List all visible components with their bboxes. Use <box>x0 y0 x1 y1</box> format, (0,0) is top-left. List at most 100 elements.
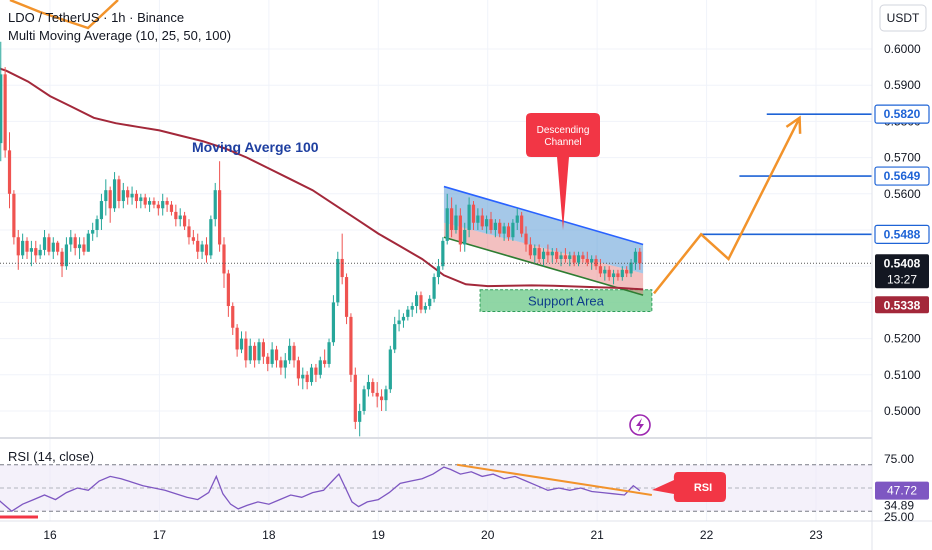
candle-body <box>248 345 252 361</box>
candle-body <box>86 233 90 252</box>
candle-body <box>633 251 638 263</box>
candle-body <box>344 277 349 317</box>
candle-up <box>121 182 125 209</box>
time-tick-label: 21 <box>590 528 604 542</box>
candle-up <box>130 186 134 205</box>
candle-up <box>161 193 165 216</box>
candle-body <box>506 226 511 238</box>
candle-body <box>524 233 528 245</box>
candle-body <box>244 338 248 361</box>
candle-body <box>178 215 182 220</box>
last-price-tag: 0.5408 13:27 <box>875 254 929 289</box>
candle-down <box>292 342 296 368</box>
candle-up <box>213 182 217 227</box>
candle-down <box>143 193 147 209</box>
candle-down <box>506 222 511 241</box>
candle-body <box>388 349 392 390</box>
candle-body <box>99 201 104 220</box>
candle-body <box>47 237 51 252</box>
candle-body <box>156 204 160 209</box>
candle-down <box>165 197 169 212</box>
rsi-current-label: 47.72 <box>887 484 917 498</box>
price-tick-label: 0.5900 <box>884 78 921 92</box>
candle-body <box>200 244 204 252</box>
candle-up <box>476 208 480 230</box>
candle-up <box>270 342 274 368</box>
candle-body <box>581 255 585 259</box>
main-grid <box>0 0 872 437</box>
candle-body <box>239 338 244 350</box>
price-tick-label: 0.5000 <box>884 404 921 418</box>
candle-up <box>283 353 287 379</box>
candle-body <box>21 240 25 256</box>
candle-body <box>489 219 493 230</box>
candle-body <box>174 211 178 220</box>
candle-down <box>305 371 309 390</box>
candle-down <box>616 269 620 281</box>
candle-up <box>590 255 594 270</box>
candle-up <box>112 172 117 212</box>
candle-body <box>152 201 156 205</box>
lightning-icon[interactable] <box>629 414 651 436</box>
candle-up <box>423 302 427 314</box>
candle-body <box>445 208 449 241</box>
candle-up <box>21 233 25 259</box>
candle-body <box>349 316 353 375</box>
candle-down <box>25 237 29 259</box>
candle-down <box>231 302 235 335</box>
candle-body <box>410 306 414 310</box>
candle-up <box>77 237 82 259</box>
candle-body <box>511 222 515 238</box>
candle-up <box>327 338 331 368</box>
candle-down <box>182 211 187 230</box>
candle-down <box>572 251 576 267</box>
candle-body <box>493 222 497 230</box>
candle-body <box>218 190 222 245</box>
candle-body <box>406 309 410 317</box>
time-axis[interactable]: 16 17 18 19 20 21 22 23 <box>43 528 823 542</box>
candle-body <box>139 197 143 202</box>
candle-body <box>414 295 419 307</box>
level-tag-bg <box>874 104 930 124</box>
candle-body <box>358 411 362 422</box>
candle-up <box>309 363 314 386</box>
candle-body <box>257 342 261 361</box>
candle-up <box>362 385 366 415</box>
candle-down <box>371 378 375 397</box>
candle-down <box>126 186 130 205</box>
candle-body <box>379 396 384 401</box>
candle-body <box>143 197 147 205</box>
currency-button[interactable]: USDT <box>879 4 927 32</box>
rsi-divergence-line <box>456 463 653 496</box>
candle-body <box>274 349 279 361</box>
candle-down <box>226 269 230 317</box>
candle-body <box>108 190 112 209</box>
candle-body <box>134 193 139 202</box>
candle-down <box>296 356 301 386</box>
candle-down <box>152 197 156 209</box>
candle-up <box>239 331 244 354</box>
rsi-tick-label: 34.89 <box>884 499 914 513</box>
candle-down <box>156 201 160 216</box>
candle-body <box>12 193 16 238</box>
candle-down <box>196 233 200 259</box>
time-tick-label: 18 <box>262 528 276 542</box>
level-tag-label: 0.5488 <box>884 227 921 241</box>
candle-down <box>607 266 611 281</box>
candle-up <box>358 403 362 437</box>
candle-body <box>283 360 287 368</box>
candle-down <box>261 338 265 364</box>
candle-up <box>42 230 47 256</box>
candle-up <box>200 240 204 259</box>
candle-up <box>178 208 182 227</box>
candle-body <box>222 244 226 274</box>
support-area-layer <box>479 289 653 312</box>
candle-down <box>56 240 60 256</box>
candle-down <box>274 345 279 368</box>
candle-body <box>603 269 607 274</box>
candle-body <box>340 258 344 278</box>
candle-down <box>555 248 559 263</box>
candle-body <box>191 237 195 241</box>
ma100-annotation: Moving Averge 100 <box>192 139 319 155</box>
